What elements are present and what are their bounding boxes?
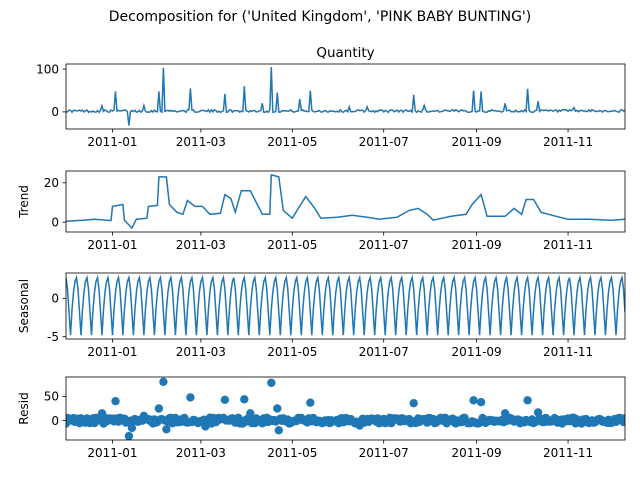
resid-point xyxy=(154,404,164,413)
observed-axes-frame xyxy=(65,63,626,130)
x-tick-label: 2011-09 xyxy=(452,345,502,359)
y-tick-label: -5 xyxy=(47,330,59,344)
x-tick-label: 2011-01 xyxy=(87,135,137,149)
x-tick-label: 2011-05 xyxy=(267,345,317,359)
x-tick-label: 2011-11 xyxy=(543,135,593,149)
seasonal-series-line xyxy=(66,274,625,336)
y-tick-label: 0 xyxy=(51,292,59,306)
observed-panel: 2011-01 2011-03 2011-05 2011-07 2011-09 2011-… xyxy=(36,45,626,149)
resid-point xyxy=(274,426,283,435)
y-tick-label: 0 xyxy=(51,414,59,428)
x-tick-label: 2011-11 xyxy=(543,345,593,359)
resid-panel: 2011-01 2011-03 2011-05 2011-07 2011-09 2011-… xyxy=(17,376,626,460)
resid-point xyxy=(220,395,230,404)
x-tick-label: 2011-05 xyxy=(267,135,317,149)
resid-point xyxy=(523,396,532,405)
x-tick-label: 2011-03 xyxy=(176,345,226,359)
x-tick-label: 2011-11 xyxy=(543,446,593,460)
resid-point xyxy=(240,395,249,404)
x-tick-label: 2011-09 xyxy=(452,135,502,149)
resid-axes-frame xyxy=(65,376,626,441)
resid-point xyxy=(273,404,282,413)
trend-data xyxy=(66,173,625,230)
x-tick-label: 2011-07 xyxy=(359,238,409,252)
y-tick-label: 0 xyxy=(51,105,59,119)
resid-point xyxy=(111,397,120,406)
x-tick-label: 2011-07 xyxy=(359,345,409,359)
x-tick-label: 2011-03 xyxy=(176,135,226,149)
x-tick-label: 2011-07 xyxy=(359,446,409,460)
resid-point xyxy=(409,399,418,408)
resid-point xyxy=(306,398,315,407)
resid-point xyxy=(246,409,255,418)
y-tick-label: 20 xyxy=(44,176,59,190)
x-tick-label: 2011-09 xyxy=(452,446,502,460)
resid-point xyxy=(186,393,195,402)
resid-point xyxy=(620,414,625,423)
resid-point xyxy=(124,431,134,440)
resid-ylabel: Resid xyxy=(17,392,31,424)
trend-series-line xyxy=(66,173,625,230)
y-tick-label: 100 xyxy=(36,62,59,76)
x-tick-label: 2011-01 xyxy=(87,345,137,359)
resid-data xyxy=(66,377,625,440)
resid-point xyxy=(159,377,168,386)
seasonal-ylabel: Seasonal xyxy=(17,279,31,333)
panel-title: Quantity xyxy=(316,45,374,61)
resid-point xyxy=(127,423,137,433)
trend-axes-frame xyxy=(65,170,626,233)
seasonal-axes-frame xyxy=(65,272,626,340)
x-tick-label: 2011-01 xyxy=(87,446,137,460)
y-tick-label: 0 xyxy=(51,215,59,229)
x-tick-label: 2011-05 xyxy=(267,446,317,460)
y-tick-label: 50 xyxy=(44,390,59,404)
x-tick-label: 2011-05 xyxy=(267,238,317,252)
seasonal-data xyxy=(66,274,625,336)
x-tick-label: 2011-09 xyxy=(452,238,502,252)
resid-point xyxy=(267,378,276,387)
x-tick-label: 2011-07 xyxy=(359,135,409,149)
x-tick-label: 2011-03 xyxy=(176,446,226,460)
resid-point xyxy=(162,425,171,434)
observed-series-line xyxy=(66,66,625,126)
resid-point xyxy=(476,398,486,407)
observed-data xyxy=(66,66,625,126)
x-tick-label: 2011-11 xyxy=(543,238,593,252)
trend-panel: 2011-01 2011-03 2011-05 2011-07 2011-09 2011-… xyxy=(17,170,626,252)
x-tick-label: 2011-01 xyxy=(87,238,137,252)
trend-ylabel: Trend xyxy=(17,185,31,219)
resid-point xyxy=(469,396,478,405)
seasonal-panel: 2011-01 2011-03 2011-05 2011-07 2011-09 2011-… xyxy=(17,272,626,359)
figure-suptitle: Decomposition for ('United Kingdom', 'PI… xyxy=(109,9,532,25)
x-tick-label: 2011-03 xyxy=(176,238,226,252)
